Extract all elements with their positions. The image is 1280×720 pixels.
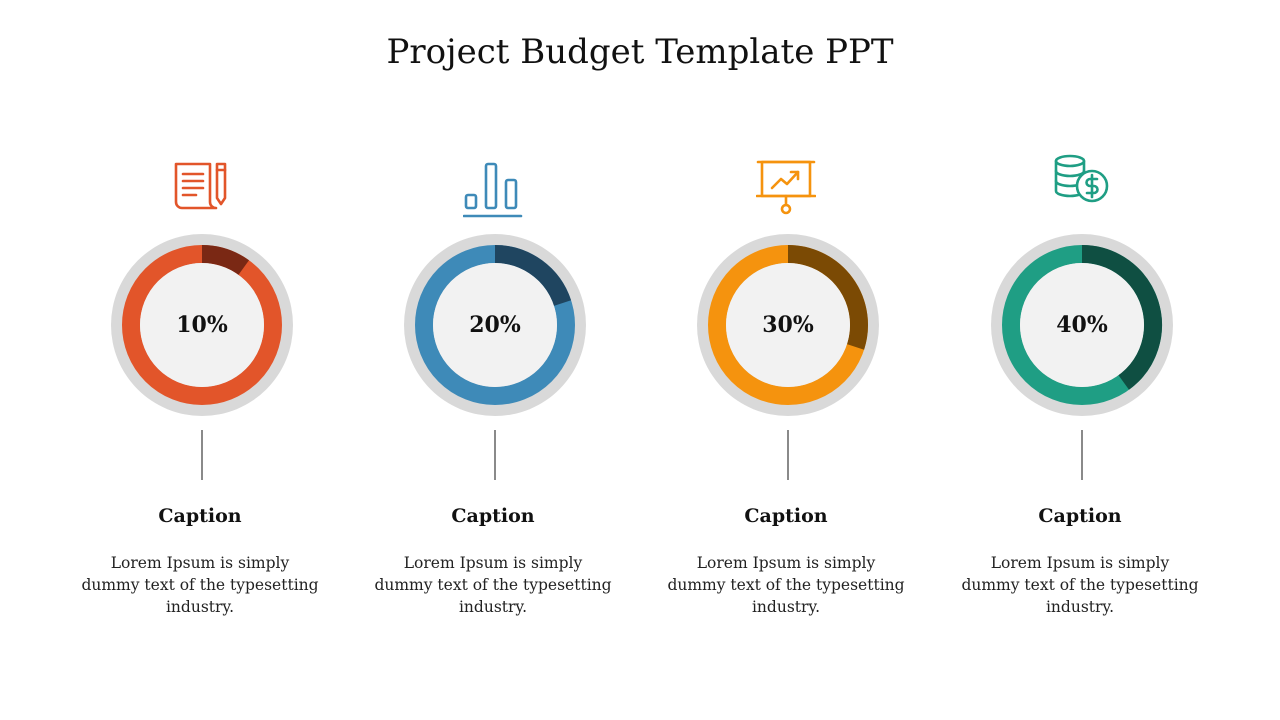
caption-heading: Caption bbox=[158, 505, 242, 527]
donut-value-arc bbox=[494, 245, 572, 307]
description-line: industry. bbox=[165, 598, 235, 616]
percent-label: 10% bbox=[176, 312, 228, 338]
description-line: industry. bbox=[751, 598, 821, 616]
description-line: Lorem Ipsum is simply bbox=[990, 554, 1170, 572]
donut-ring bbox=[708, 245, 868, 405]
caption-description: Lorem Ipsum is simply dummy text of the … bbox=[950, 552, 1210, 618]
description-line: Lorem Ipsum is simply bbox=[696, 554, 876, 572]
budget-item-3: 30% Caption Lorem Ipsum is simply dummy … bbox=[656, 150, 916, 630]
budget-item-2: 20% Caption Lorem Ipsum is simply dummy … bbox=[363, 150, 623, 630]
percent-label: 30% bbox=[762, 312, 814, 338]
budget-item-1: 10% Caption Lorem Ipsum is simply dummy … bbox=[70, 150, 330, 630]
description-line: dummy text of the typesetting bbox=[961, 576, 1199, 594]
budget-item-4: 40% Caption Lorem Ipsum is simply dummy … bbox=[950, 150, 1210, 630]
donut-chart bbox=[991, 234, 1173, 416]
description-line: Lorem Ipsum is simply bbox=[110, 554, 290, 572]
donut-value-arc bbox=[787, 245, 868, 350]
presentation-board-icon bbox=[756, 160, 816, 215]
caption-heading: Caption bbox=[451, 505, 535, 527]
connector-line bbox=[1081, 430, 1083, 480]
bar-chart-icon bbox=[463, 162, 523, 218]
donut-chart bbox=[697, 234, 879, 416]
description-line: industry. bbox=[458, 598, 528, 616]
donut-value-arc bbox=[201, 245, 250, 276]
donut-ring bbox=[122, 245, 282, 405]
caption-heading: Caption bbox=[1038, 505, 1122, 527]
description-line: dummy text of the typesetting bbox=[81, 576, 319, 594]
caption-heading: Caption bbox=[744, 505, 828, 527]
donut-chart bbox=[111, 234, 293, 416]
donut-value-arc bbox=[1081, 245, 1162, 390]
caption-description: Lorem Ipsum is simply dummy text of the … bbox=[656, 552, 916, 618]
donut-ring bbox=[415, 245, 575, 405]
donut-ring bbox=[1002, 245, 1162, 405]
percent-label: 40% bbox=[1056, 312, 1108, 338]
percent-label: 20% bbox=[469, 312, 521, 338]
description-line: industry. bbox=[1045, 598, 1115, 616]
caption-description: Lorem Ipsum is simply dummy text of the … bbox=[363, 552, 623, 618]
page-title: Project Budget Template PPT bbox=[386, 32, 894, 72]
coins-dollar-icon bbox=[1054, 154, 1109, 203]
connector-line bbox=[201, 430, 203, 480]
description-line: dummy text of the typesetting bbox=[667, 576, 905, 594]
donut-chart bbox=[404, 234, 586, 416]
connector-line bbox=[787, 430, 789, 480]
caption-description: Lorem Ipsum is simply dummy text of the … bbox=[70, 552, 330, 618]
connector-line bbox=[494, 430, 496, 480]
description-line: dummy text of the typesetting bbox=[374, 576, 612, 594]
document-pencil-icon bbox=[174, 162, 227, 210]
description-line: Lorem Ipsum is simply bbox=[403, 554, 583, 572]
